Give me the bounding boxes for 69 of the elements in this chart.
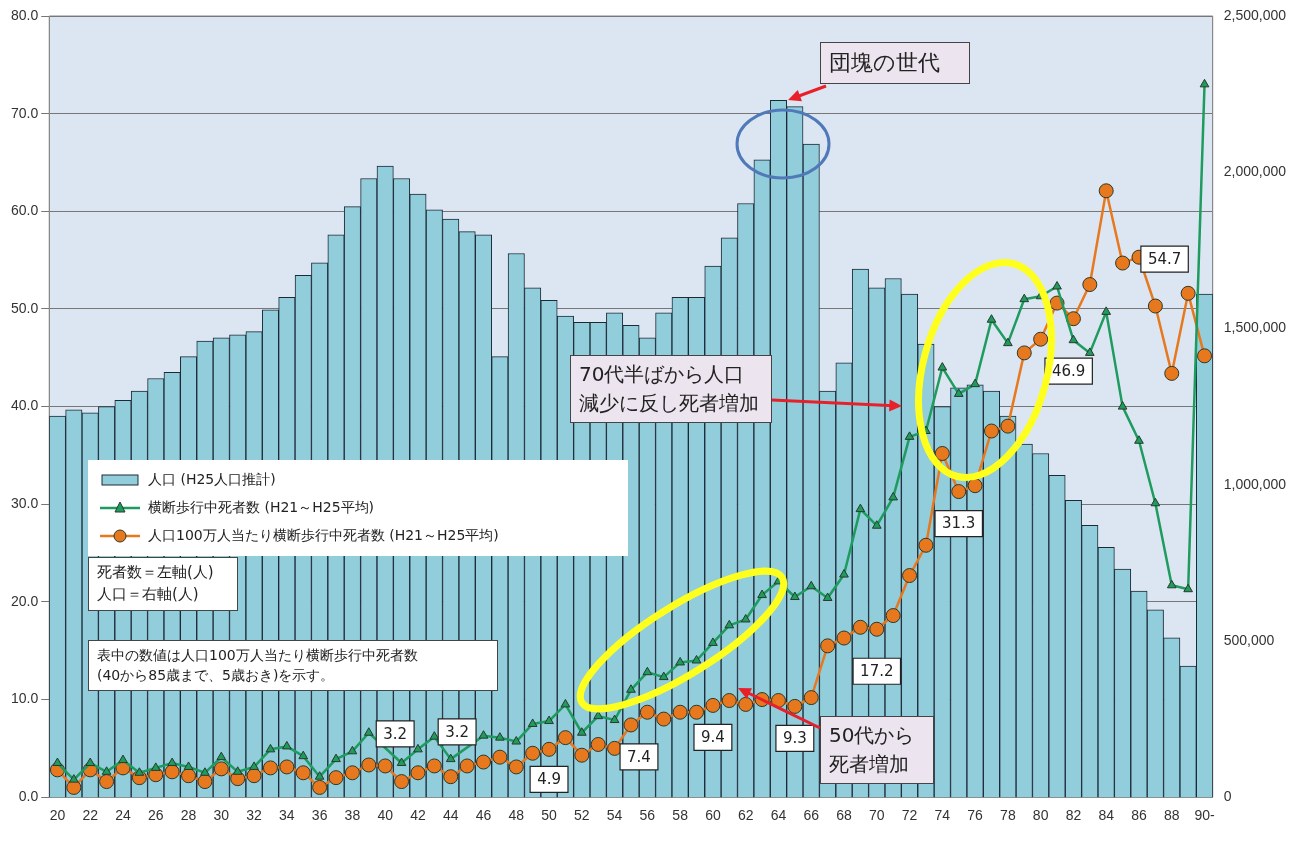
- x-tick-label: 78: [1000, 807, 1016, 824]
- y-tick-label: 50.0: [11, 299, 39, 316]
- data-label: 31.3: [942, 514, 976, 533]
- data-label: 9.4: [700, 728, 725, 747]
- x-tick-label: 74: [934, 807, 951, 824]
- x-tick-label: 56: [639, 807, 656, 824]
- x-tick-label: 90-: [1194, 807, 1215, 824]
- x-tick-label: 88: [1163, 807, 1180, 824]
- note-box: 死者数＝左軸(人) 人口＝右軸(人): [88, 557, 238, 611]
- data-label: 3.2: [445, 722, 470, 741]
- x-tick-label: 20: [49, 807, 66, 824]
- x-tick-label: 62: [737, 807, 754, 824]
- y-tick-label: 0.0: [18, 788, 39, 805]
- x-tick-label: 42: [410, 807, 426, 824]
- y-tick-label: 20.0: [11, 592, 39, 609]
- y2-tick-label: 0: [1223, 788, 1232, 805]
- data-label: 4.9: [537, 770, 561, 789]
- x-tick-label: 32: [246, 807, 263, 824]
- legend-label: 人口 (H25人口推計): [148, 471, 276, 489]
- x-tick-label: 72: [901, 807, 918, 824]
- y2-tick-label: 500,000: [1223, 631, 1275, 648]
- x-tick-label: 70: [869, 807, 885, 824]
- data-label: 17.2: [860, 662, 894, 681]
- x-tick-label: 66: [803, 807, 820, 824]
- y-tick-label: 70.0: [11, 104, 39, 121]
- note-box: 50代から死者増加: [820, 716, 934, 784]
- x-tick-label: 60: [705, 807, 721, 824]
- x-tick-label: 64: [770, 807, 787, 824]
- x-tick-label: 26: [147, 807, 164, 824]
- x-tick-label: 52: [574, 807, 590, 824]
- y2-tick-label: 1,500,000: [1223, 319, 1287, 336]
- legend-label: 人口100万人当たり横断歩行中死者数 (H21～H25平均): [148, 527, 499, 545]
- data-label: 7.4: [627, 747, 651, 766]
- x-tick-label: 28: [180, 807, 197, 824]
- note-box: 団塊の世代: [820, 42, 970, 84]
- x-tick-label: 58: [672, 807, 689, 824]
- data-label: 54.7: [1147, 249, 1182, 268]
- note-box: 表中の数値は人口100万人当たり横断歩行中死者数 (40から85歳まで、5歳おき)を示す。: [88, 640, 498, 691]
- y2-tick-label: 1,000,000: [1223, 475, 1287, 492]
- x-tick-label: 22: [82, 807, 99, 824]
- data-label: 3.2: [383, 724, 408, 743]
- y2-tick-label: 2,000,000: [1223, 163, 1287, 180]
- x-tick-label: 86: [1131, 807, 1147, 824]
- y-tick-label: 10.0: [11, 690, 39, 707]
- x-tick-label: 46: [475, 807, 492, 824]
- x-tick-label: 30: [213, 807, 230, 824]
- data-label: 46.9: [1051, 362, 1086, 381]
- y-tick-label: 80.0: [11, 6, 39, 23]
- x-tick-label: 54: [606, 807, 623, 824]
- x-tick-label: 34: [279, 807, 295, 824]
- data-label: 9.3: [782, 729, 807, 748]
- x-tick-label: 80: [1032, 807, 1049, 824]
- x-tick-label: 48: [508, 807, 525, 824]
- x-tick-label: 38: [344, 807, 361, 824]
- x-tick-label: 36: [311, 807, 328, 824]
- note-box: 70代半ばから人口減少に反し死者増加: [570, 355, 772, 423]
- legend-label: 横断歩行中死者数 (H21～H25平均): [148, 499, 375, 517]
- y-tick-label: 40.0: [11, 397, 39, 414]
- x-tick-label: 40: [377, 807, 394, 824]
- x-tick-label: 24: [115, 807, 131, 824]
- x-tick-label: 68: [836, 807, 853, 824]
- x-tick-label: 44: [442, 807, 459, 824]
- y-tick-label: 30.0: [11, 495, 39, 512]
- y-tick-label: 60.0: [11, 202, 39, 219]
- x-tick-label: 50: [541, 807, 558, 824]
- y2-tick-label: 2,500,000: [1223, 6, 1287, 23]
- x-tick-label: 82: [1065, 807, 1082, 824]
- x-tick-label: 84: [1098, 807, 1115, 824]
- x-tick-label: 76: [967, 807, 984, 824]
